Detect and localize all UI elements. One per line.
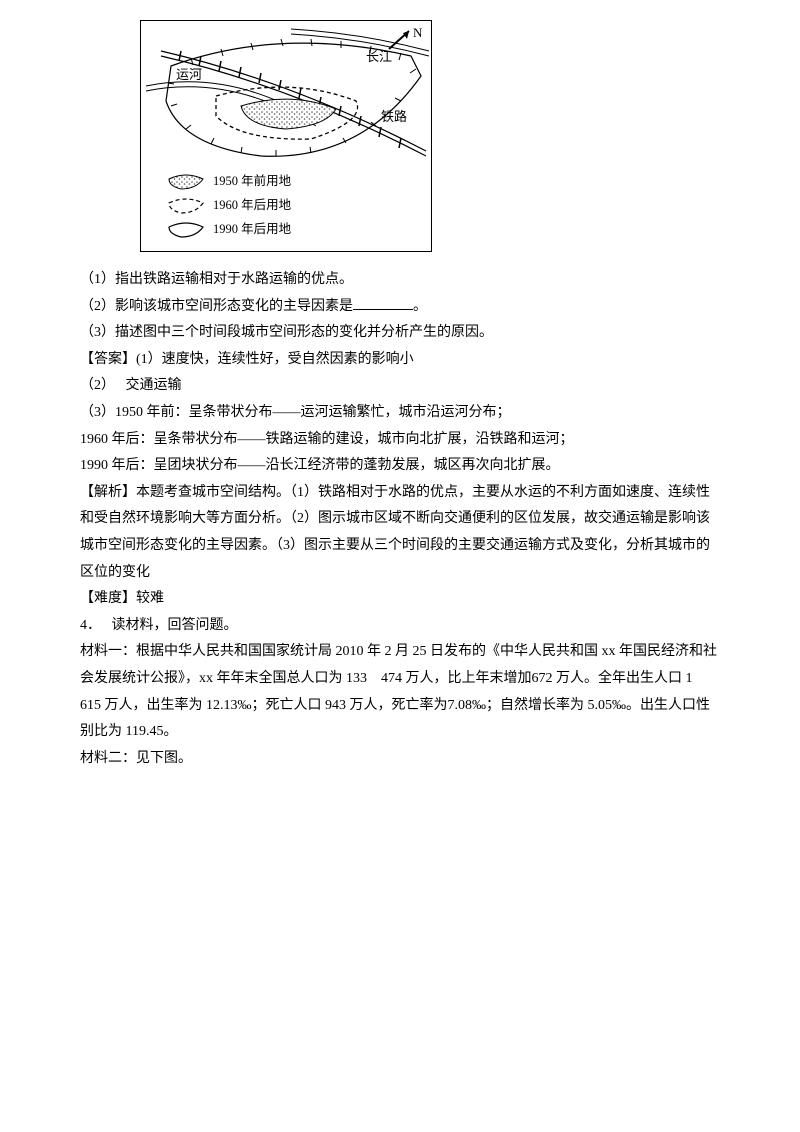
q2-suffix: 。 xyxy=(413,299,427,314)
legend-1960: 1960 年后用地 xyxy=(213,198,292,212)
map-figure: N 长江 运河 铁路 1950 年前用地 1960 年后用地 1990 年后用地 xyxy=(140,20,432,252)
question-2: （2）影响该城市空间形态变化的主导因素是 。 xyxy=(80,294,720,321)
material-1: 材料一：根据中华人民共和国国家统计局 2010 年 2 月 25 日发布的《中华… xyxy=(80,639,720,745)
q2-prefix: （2）影响该城市空间形态变化的主导因素是 xyxy=(80,299,353,314)
blank-underline xyxy=(353,295,413,310)
content-block: （1）指出铁路运输相对于水路运输的优点。 （2）影响该城市空间形态变化的主导因素… xyxy=(80,267,720,772)
answer-3b: 1960 年后：呈条带状分布——铁路运输的建设，城市向北扩展，沿铁路和运河； xyxy=(80,427,720,454)
difficulty: 【难度】较难 xyxy=(80,586,720,613)
canal-label: 运河 xyxy=(176,67,202,82)
answer-1: 【答案】(1）速度快，连续性好，受自然因素的影响小 xyxy=(80,347,720,374)
question-3: （3）描述图中三个时间段城市空间形态的变化并分析产生的原因。 xyxy=(80,320,720,347)
answer-2: （2） 交通运输 xyxy=(80,373,720,400)
answer-3c: 1990 年后：呈团块状分布——沿长江经济带的蓬勃发展，城区再次向北扩展。 xyxy=(80,453,720,480)
legend-1950: 1950 年前用地 xyxy=(213,173,292,188)
question-1: （1）指出铁路运输相对于水路运输的优点。 xyxy=(80,267,720,294)
material-2: 材料二：见下图。 xyxy=(80,746,720,773)
legend: 1950 年前用地 1960 年后用地 1990 年后用地 xyxy=(169,173,292,237)
analysis: 【解析】本题考查城市空间结构。（1）铁路相对于水路的优点，主要从水运的不利方面如… xyxy=(80,480,720,586)
question-4: 4． 读材料，回答问题。 xyxy=(80,613,720,640)
river-label: 长江 xyxy=(366,49,392,64)
rail-label: 铁路 xyxy=(381,109,407,124)
north-label: N xyxy=(413,25,423,40)
answer-3a: （3）1950 年前：呈条带状分布——运河运输繁忙，城市沿运河分布； xyxy=(80,400,720,427)
legend-1990: 1990 年后用地 xyxy=(213,222,292,236)
